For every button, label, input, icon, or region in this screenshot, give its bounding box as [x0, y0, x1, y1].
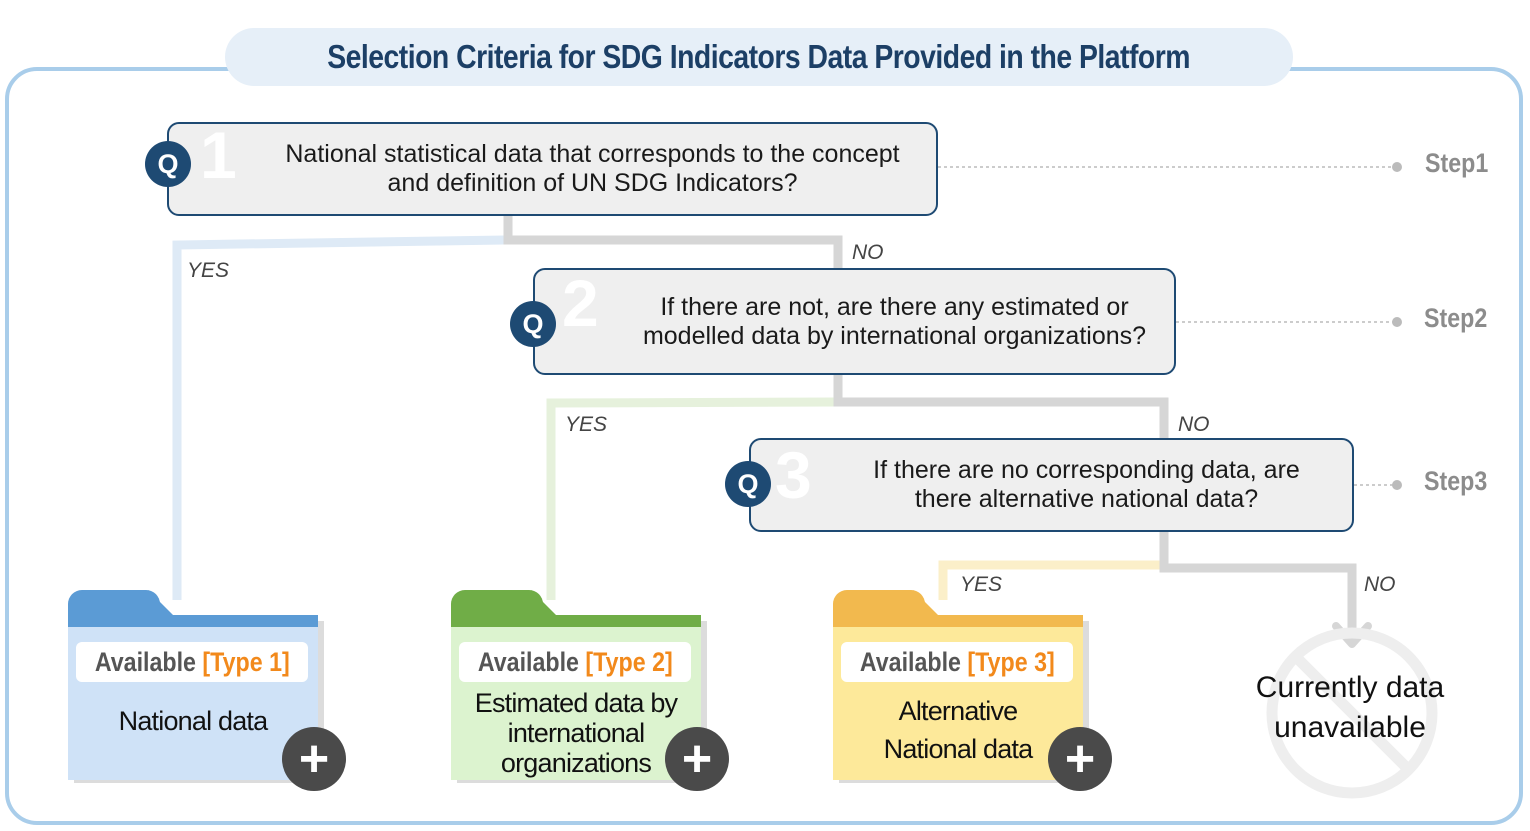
q1-no-connector — [503, 215, 843, 270]
outcome-type1-type-label: [Type 1] — [202, 646, 290, 677]
question-2-box: If there are not, are there any estimate… — [533, 268, 1176, 375]
step2-dot — [1392, 317, 1402, 327]
title-banner: Selection Criteria for SDG Indicators Da… — [225, 28, 1293, 86]
step1-dot — [1392, 162, 1402, 172]
question-3-number: 3 — [775, 438, 812, 512]
q3-no-connector — [1159, 532, 1357, 640]
question-3-box: If there are no corresponding data, are … — [749, 438, 1354, 532]
q2-yes-label: YES — [565, 413, 608, 436]
question-3-badge: Q — [725, 461, 771, 507]
outcome-type3-description: Alternative National data — [883, 696, 1034, 764]
step-3-label: Step3 — [1424, 466, 1488, 496]
outcome-type1-availability: Available [Type 1] — [76, 642, 308, 682]
outcome-type3-availability: Available [Type 3] — [841, 642, 1073, 682]
outcome-type2-plus-icon[interactable]: + — [665, 727, 729, 791]
q2-no-label: NO — [1178, 413, 1210, 436]
outcome-type1-description: National data — [118, 706, 269, 736]
question-2-text: If there are not, are there any estimate… — [642, 292, 1147, 350]
q2-yes-connector — [546, 397, 839, 600]
question-2-number: 2 — [562, 266, 599, 340]
q2-no-connector — [833, 374, 1169, 440]
outcome-type3-type-label: [Type 3] — [967, 646, 1055, 677]
q3-yes-connector — [938, 560, 1162, 600]
outcome-type2-available-label: Available — [477, 646, 579, 677]
q3-yes-label: YES — [960, 573, 1003, 596]
outcome-type3-folder: Available [Type 3] Alternative National … — [833, 590, 1093, 790]
q3-no-label: NO — [1364, 573, 1396, 596]
step-1-label: Step1 — [1425, 148, 1489, 178]
question-2-badge: Q — [510, 301, 556, 347]
unavailable-text: Currently data unavailable — [1255, 671, 1445, 744]
outcome-type2-description: Estimated data by international organiza… — [474, 688, 678, 778]
outcome-type3-available-label: Available — [859, 646, 961, 677]
outcome-type1-plus-icon[interactable]: + — [282, 727, 346, 791]
question-1-number: 1 — [200, 118, 237, 192]
outcome-type1-available-label: Available — [94, 646, 196, 677]
outcome-type2-availability: Available [Type 2] — [459, 642, 691, 682]
step3-dot — [1392, 480, 1402, 490]
q1-no-label: NO — [852, 241, 884, 264]
outcome-type3-plus-icon[interactable]: + — [1048, 727, 1112, 791]
question-1-badge: Q — [145, 141, 191, 187]
q1-yes-connector — [172, 235, 506, 600]
prohibited-icon — [1266, 627, 1438, 799]
q1-yes-label: YES — [187, 259, 230, 282]
question-3-text: If there are no corresponding data, are … — [873, 456, 1300, 513]
step-2-label: Step2 — [1424, 303, 1488, 333]
outcome-type2-type-label: [Type 2] — [585, 646, 673, 677]
page-title: Selection Criteria for SDG Indicators Da… — [327, 38, 1191, 75]
question-1-text: National statistical data that correspon… — [285, 140, 900, 197]
question-1-box: National statistical data that correspon… — [167, 122, 938, 216]
